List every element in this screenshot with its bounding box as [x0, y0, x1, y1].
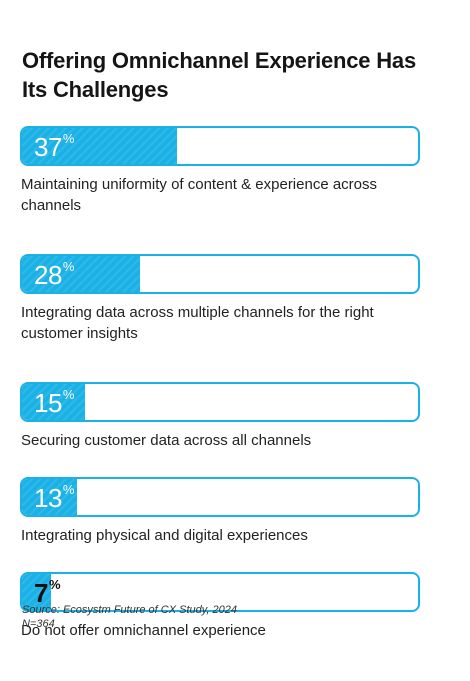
bar-fill [22, 574, 51, 610]
bar-value-label: 13% [34, 482, 74, 513]
bar-track: 13% [20, 477, 420, 517]
bar-value-label: 37% [34, 131, 74, 162]
chart-title: Offering Omnichannel Experience Has Its … [22, 48, 417, 102]
bar-category-label: Securing customer data across all channe… [21, 432, 312, 449]
bar-item: 37% Maintaining uniformity of content & e… [20, 126, 424, 216]
bar-fill [22, 128, 177, 164]
bar-fill [22, 384, 85, 420]
bar-track: 28% [20, 254, 420, 294]
bar-item: 28% Integrating data across multiple chan… [20, 254, 424, 344]
bar-track: 7% [20, 572, 420, 612]
bar-category-label: Maintaining uniformity of content & expe… [21, 176, 378, 214]
source-note: Source: Ecosystm Future of CX Study, 202… [22, 604, 238, 616]
bar-fill [22, 479, 77, 515]
bar-track: 15% [20, 382, 420, 422]
sample-size-note: N=364 [22, 618, 55, 630]
bar-value-label: 28% [34, 259, 74, 290]
bar-chart: 37% Maintaining uniformity of content & e… [20, 126, 424, 641]
bar-item: 7% Do not offer omnichannel experience [20, 572, 424, 641]
bar-category-label: Do not offer omnichannel experience [21, 622, 266, 639]
bar-fill [22, 256, 140, 292]
bar-value-label: 7% [34, 577, 61, 608]
bar-track: 37% [20, 126, 420, 166]
bar-category-label: Integrating data across multiple channel… [21, 304, 374, 342]
bar-item: 13% Integrating physical and digital expe… [20, 477, 424, 546]
bar-category-label: Integrating physical and digital experie… [21, 527, 308, 544]
bar-value-label: 15% [34, 387, 74, 418]
bar-item: 15% Securing customer data across all cha… [20, 382, 424, 451]
